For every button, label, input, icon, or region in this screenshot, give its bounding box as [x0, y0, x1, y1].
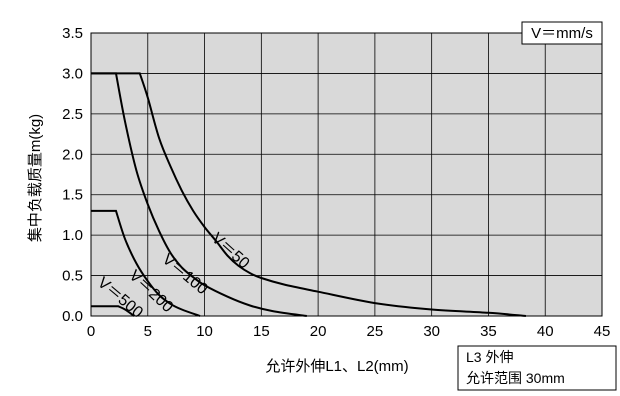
plot-frame	[90, 32, 603, 317]
curve-1	[91, 72, 526, 317]
x-tick-label-3: 15	[253, 323, 270, 340]
note-line-2: 允许范围 30mm	[466, 370, 565, 386]
y-tick-label-4: 2.0	[62, 146, 83, 163]
y-tick-label-1: 0.5	[62, 268, 83, 285]
note-line-1: L3 外伸	[466, 349, 513, 365]
x-tick-label-5: 25	[367, 323, 384, 340]
curve-3	[91, 209, 201, 317]
y-tick-label-2: 1.0	[62, 227, 83, 244]
tick-labels: 0 5 10 15 20 25 30 35 40 45 0.0 0.5 1.0 1.5 2.0 2.5 3.0 3…	[62, 25, 610, 340]
y-tick-label-6: 3.0	[62, 65, 83, 82]
x-tick-label-0: 0	[87, 323, 95, 340]
y-tick-label-3: 1.5	[62, 187, 83, 204]
curve-2	[91, 72, 307, 317]
unit-label: V＝mm/s	[531, 25, 593, 42]
note-box: L3 外伸 允许范围 30mm	[457, 345, 617, 391]
y-tick-label-0: 0.0	[62, 308, 83, 325]
x-tick-label-1: 5	[144, 323, 152, 340]
x-tick-label-9: 45	[594, 323, 611, 340]
x-tick-label-7: 35	[480, 323, 497, 340]
plot-background	[91, 33, 602, 316]
unit-legend-box: V＝mm/s	[521, 21, 603, 45]
plot-area	[91, 33, 602, 316]
grid	[90, 32, 603, 317]
x-tick-label-8: 40	[537, 323, 554, 340]
y-axis-label: 集中负载质量m(kg)	[27, 114, 44, 242]
curve-4	[91, 305, 135, 317]
y-tick-label-7: 3.5	[62, 25, 83, 42]
x-tick-label-6: 30	[423, 323, 440, 340]
x-axis-label: 允许外伸L1、L2(mm)	[265, 358, 408, 375]
y-tick-label-5: 2.5	[62, 106, 83, 123]
x-tick-label-4: 20	[310, 323, 327, 340]
x-tick-label-2: 10	[196, 323, 213, 340]
